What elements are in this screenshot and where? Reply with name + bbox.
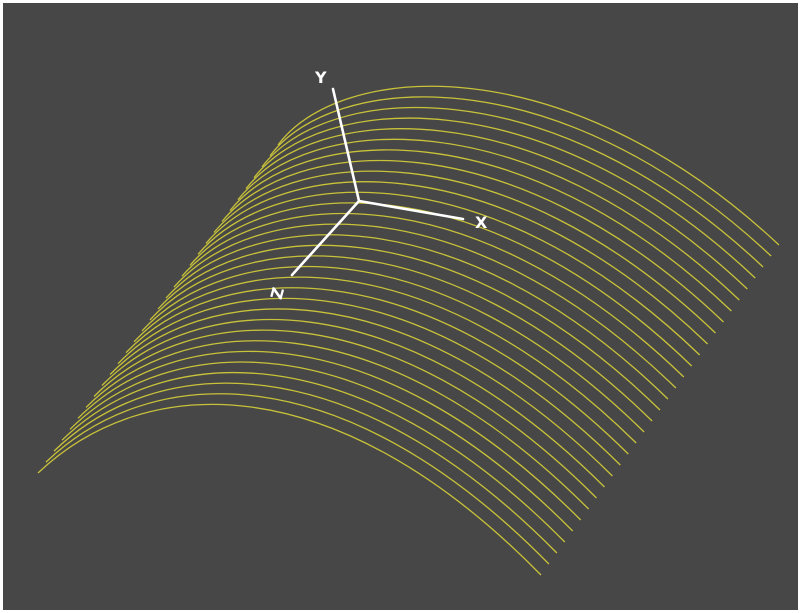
surface-curve (109, 308, 613, 477)
surface-curve-group (37, 85, 780, 576)
surface-curve (61, 371, 566, 543)
surface-curve (77, 350, 582, 521)
axis-triad: Y X Z (267, 68, 488, 301)
surface-curve (269, 96, 772, 257)
x-axis-line (357, 199, 465, 221)
surface-curve (197, 191, 701, 356)
z-axis-label: Z (267, 285, 288, 301)
y-axis-label: Y (314, 68, 327, 87)
y-axis-line (331, 87, 361, 203)
surface-curve (37, 403, 542, 576)
surface-curve (165, 234, 669, 400)
surface-curve (45, 393, 550, 565)
surface-curve (173, 223, 677, 389)
surface-curve (245, 128, 748, 290)
surface-curve (181, 212, 685, 378)
surface-curve (93, 329, 597, 499)
x-axis-label: X (475, 213, 488, 232)
surface-curve (141, 265, 645, 433)
surface-curve (261, 106, 764, 268)
3d-scene[interactable]: Y X Z (3, 3, 798, 610)
surface-curve (157, 244, 661, 411)
surface-curve (101, 318, 605, 488)
z-axis-line (290, 199, 361, 277)
surface-curve (221, 159, 724, 323)
surface-curve (85, 340, 590, 510)
surface-curve (277, 85, 780, 246)
surface-curve (237, 138, 740, 301)
surface-curve (125, 287, 629, 455)
surface-curve (149, 255, 653, 422)
surface-curve (53, 382, 558, 554)
surface-curve (133, 276, 637, 444)
surface-curve (253, 117, 756, 279)
surface-curve (69, 361, 574, 532)
surface-curve (117, 297, 621, 466)
surface-curve (229, 149, 732, 312)
surface-curve (205, 181, 709, 345)
surface-curve (213, 170, 716, 334)
3d-viewport[interactable]: Y X Z (3, 3, 798, 610)
